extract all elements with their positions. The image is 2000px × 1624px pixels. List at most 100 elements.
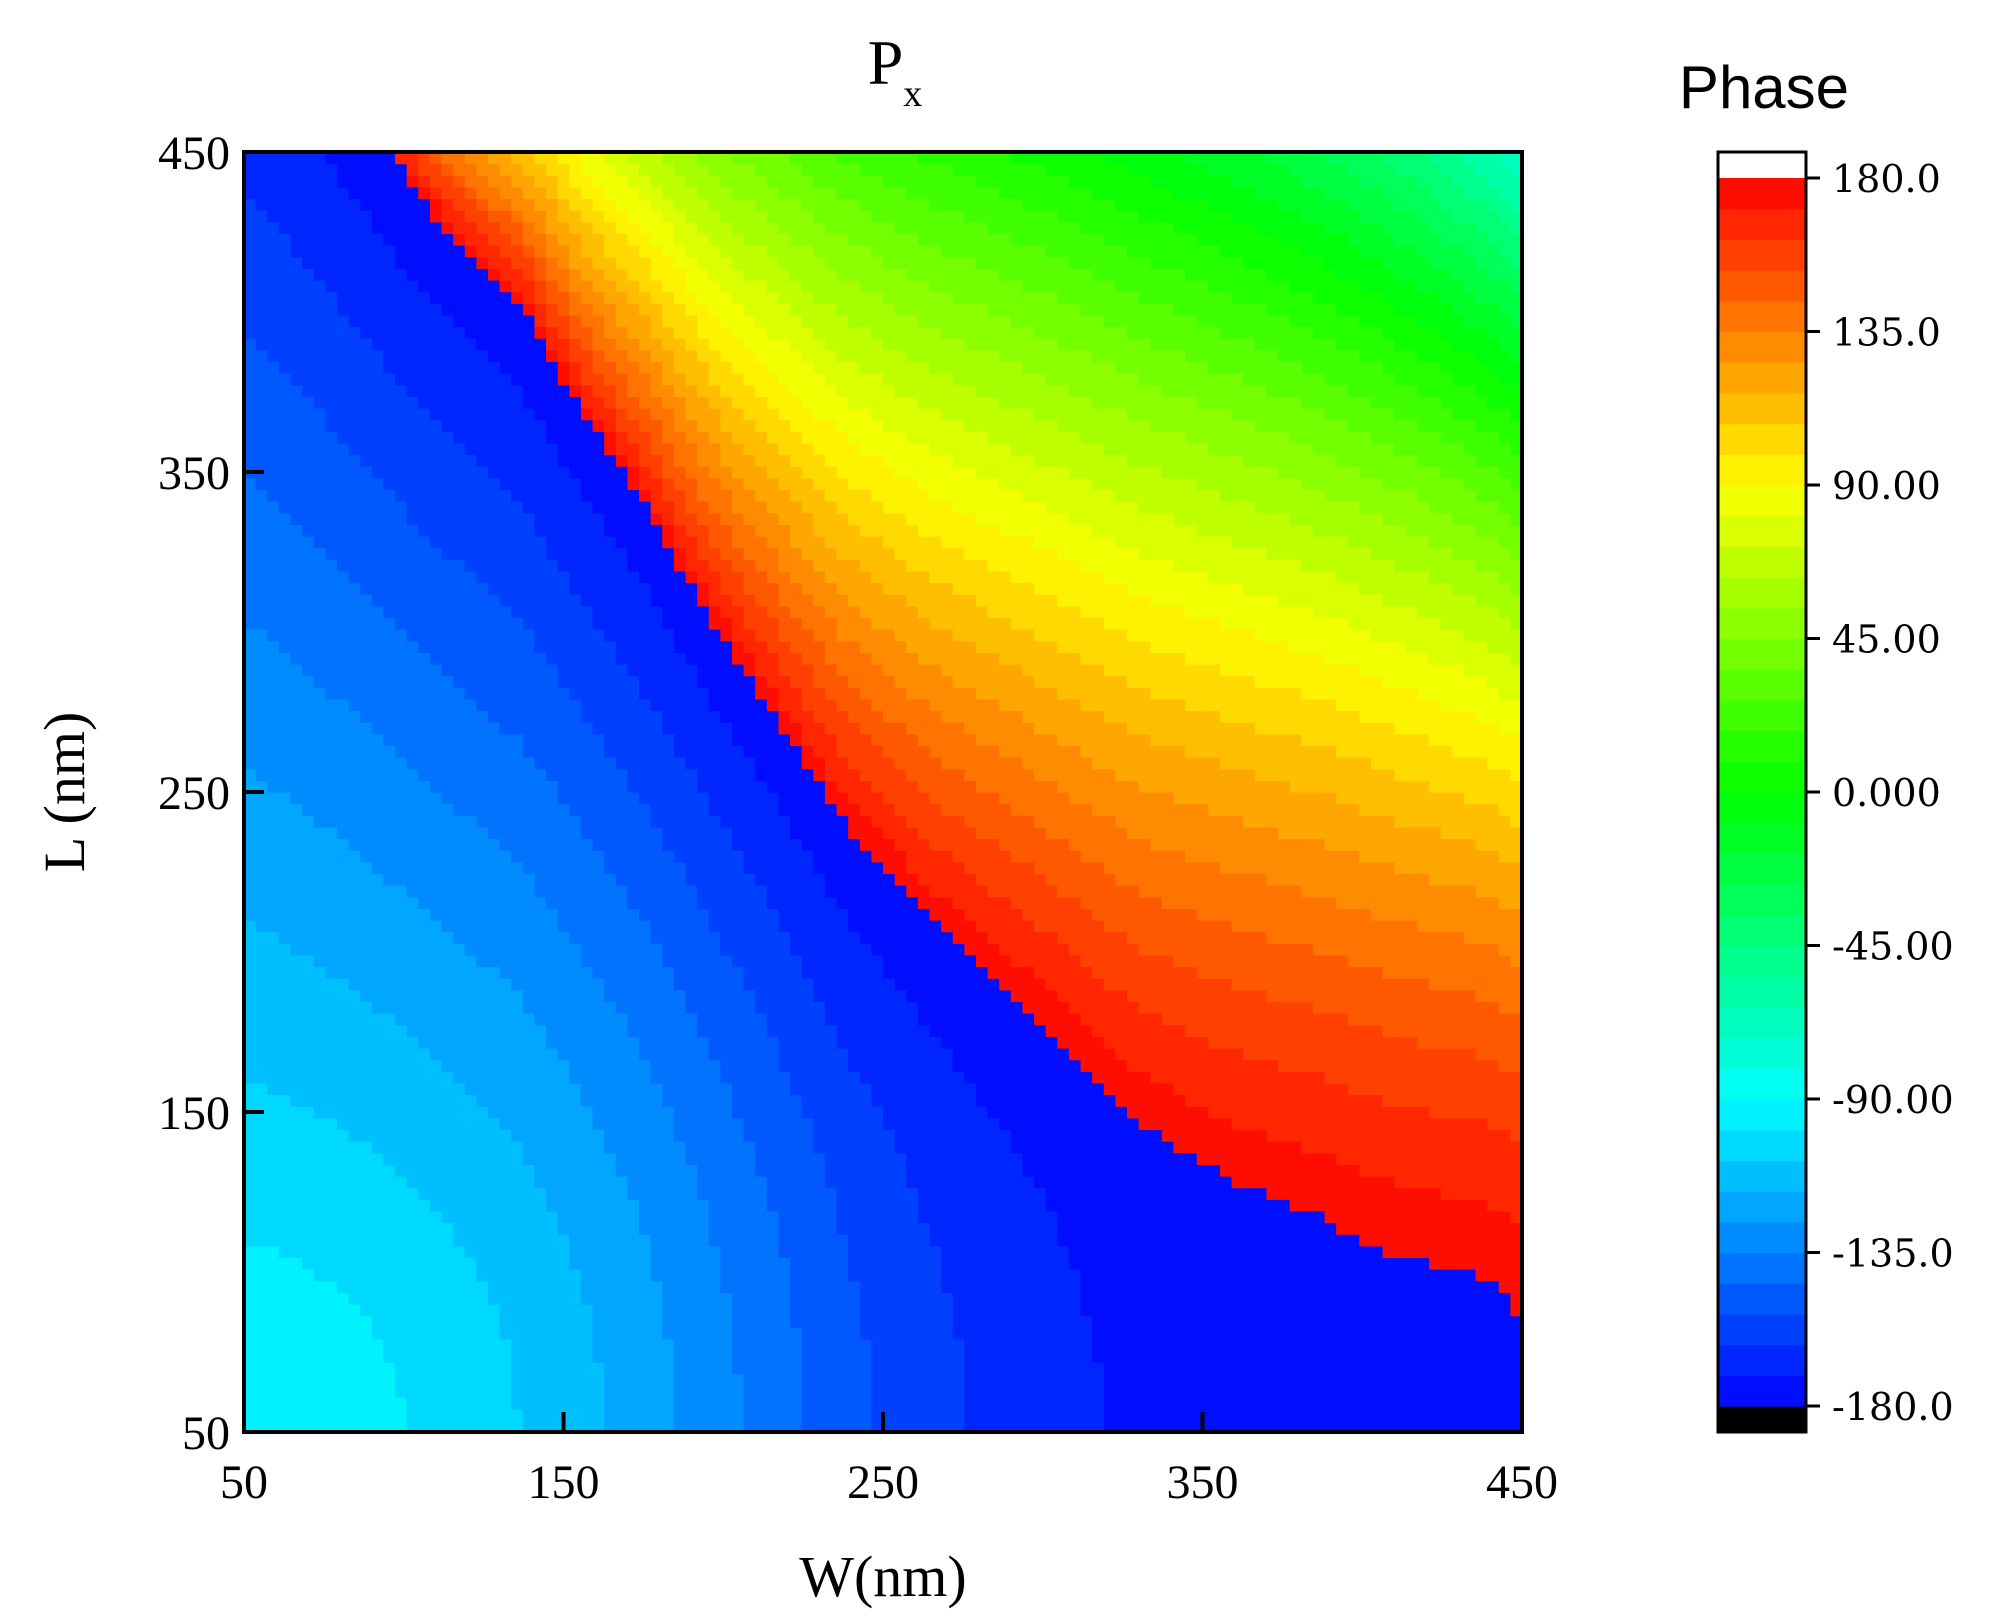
heatmap-cell [685,629,698,642]
heatmap-cell [360,1234,373,1247]
heatmap-cell [406,1420,419,1433]
heatmap-cell [453,512,466,525]
heatmap-cell [546,943,559,956]
heatmap-cell [627,419,640,432]
heatmap-cell [418,920,431,933]
heatmap-cell [639,768,652,781]
heatmap-cell [755,396,768,409]
heatmap-cell [278,489,292,502]
heatmap-cell [546,652,559,665]
heatmap-cell [673,1082,687,1096]
heatmap-cell [569,1036,582,1049]
heatmap-cell [522,687,536,700]
heatmap-cell [522,291,536,304]
heatmap-cell [255,605,268,619]
heatmap-cell [673,850,687,863]
heatmap-cell [383,1280,396,1293]
heatmap-cell [685,442,698,456]
heatmap-cell [685,757,698,770]
heatmap-cell [418,815,431,828]
heatmap-cell [697,1292,710,1305]
heatmap-cell [348,1059,361,1072]
heatmap-cell [336,838,350,851]
heatmap-cell [406,373,419,386]
heatmap-cell [499,652,512,665]
heatmap-cell [476,733,489,747]
heatmap-cell [487,384,501,397]
heatmap-cell [325,245,338,258]
heatmap-cell [267,943,280,956]
heatmap-cell [639,1292,652,1305]
heatmap-cell [522,664,536,677]
heatmap-cell [755,582,768,595]
heatmap-cell [313,1106,326,1119]
heatmap-cell [627,1408,640,1421]
heatmap-cell [499,349,512,363]
heatmap-cell [336,780,350,793]
heatmap-cell [697,1071,710,1084]
heatmap-cell [255,920,268,933]
heatmap-cell [743,1420,756,1433]
heatmap-cell [522,256,536,269]
heatmap-cell [290,675,303,688]
heatmap-cell [244,1129,257,1142]
heatmap-cell [418,175,431,188]
heatmap-cell [522,1385,536,1398]
heatmap-cell [453,1071,466,1084]
heatmap-cell [569,1257,582,1270]
heatmap-cell [499,198,512,211]
heatmap-cell [557,966,570,979]
heatmap-cell [278,1164,292,1177]
heatmap-cell [627,349,640,363]
heatmap-cell [615,722,628,735]
heatmap-cell [464,1280,477,1293]
heatmap-cell [546,605,559,619]
heatmap-cell [348,582,361,595]
heatmap-cell [511,1222,524,1235]
heatmap-cell [604,477,617,491]
heatmap-cell [255,1385,268,1398]
heatmap-cell [487,803,501,816]
heatmap-cell [557,780,570,793]
heatmap-cell [429,408,443,421]
heatmap-cell [278,396,292,409]
heatmap-cell [290,501,303,514]
heatmap-cell [499,803,512,816]
heatmap-cell [615,536,628,549]
heatmap-cell [615,733,628,747]
heatmap-cell [418,850,431,863]
heatmap-cell [557,536,570,549]
heatmap-cell [441,233,454,246]
heatmap-cell [546,1350,559,1363]
heatmap-cell [325,1269,338,1282]
heatmap-cell [418,989,431,1003]
heatmap-cell [406,1187,419,1200]
heatmap-cell [255,687,268,700]
heatmap-cell [557,268,570,281]
heatmap-cell [336,943,350,956]
heatmap-cell [313,1397,326,1410]
heatmap-cell [487,605,501,619]
heatmap-cell [627,1129,640,1142]
heatmap-cell [453,722,466,735]
heatmap-cell [464,1315,477,1328]
heatmap-cell [336,1152,350,1165]
heatmap-cell [755,1234,768,1247]
heatmap-cell [534,745,547,758]
heatmap-cell [278,501,292,514]
heatmap-cell [476,280,489,293]
heatmap-cell [511,338,524,351]
heatmap-cell [255,373,268,386]
heatmap-cell [487,1187,501,1200]
heatmap-cell [685,1280,698,1293]
heatmap-cell [766,1304,780,1317]
heatmap-cell [418,710,431,723]
heatmap-cell [244,419,257,432]
heatmap-cell [720,1141,733,1154]
heatmap-cell [627,536,640,549]
heatmap-cell [453,442,466,456]
heatmap-cell [731,966,745,979]
heatmap-cell [325,1176,338,1189]
heatmap-cell [685,687,698,700]
heatmap-cell [569,431,582,444]
